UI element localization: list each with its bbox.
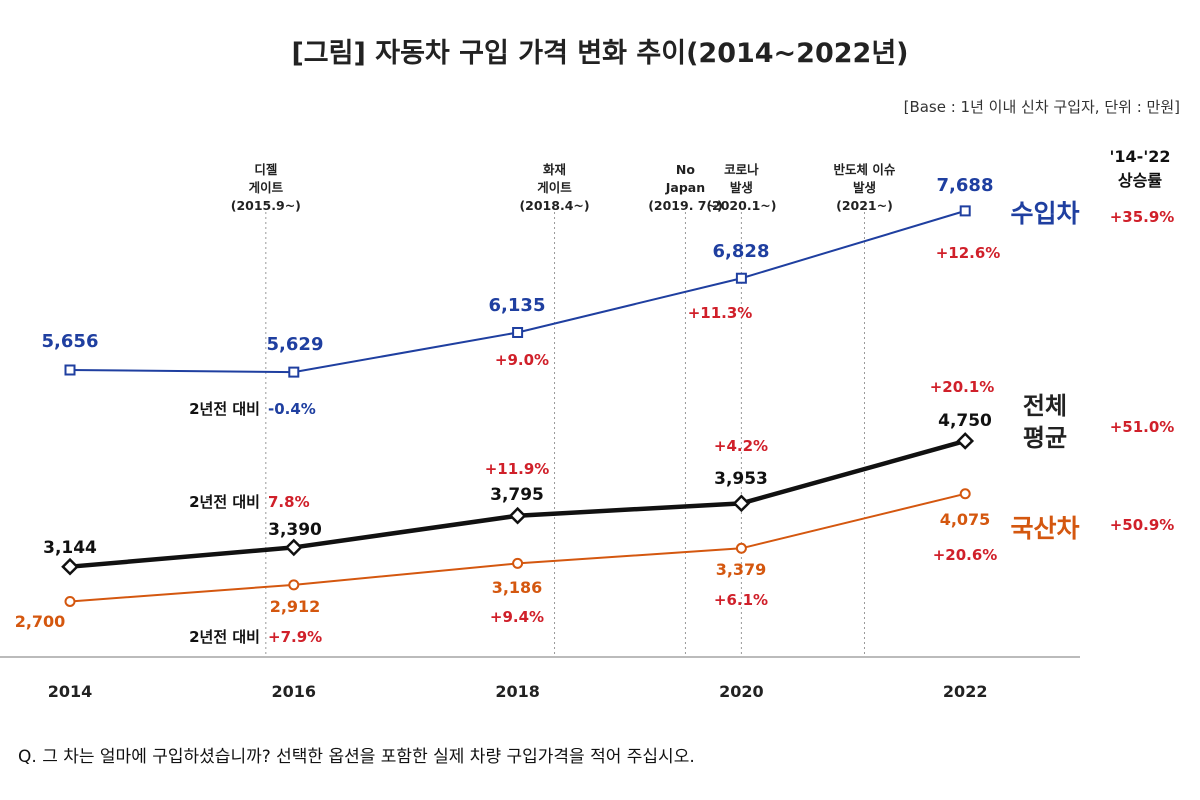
event-label: (2021~) <box>836 198 893 213</box>
x-tick-label: 2016 <box>272 682 317 701</box>
change-label: +9.4% <box>490 608 544 626</box>
event-label: 코로나 <box>724 162 759 177</box>
data-label: 3,379 <box>716 560 767 579</box>
event-label: (2018.4~) <box>519 198 589 213</box>
change-label: +9.0% <box>495 351 549 369</box>
data-point <box>735 542 747 554</box>
data-point <box>284 538 303 557</box>
data-point <box>288 579 300 591</box>
data-label: 3,953 <box>714 469 768 489</box>
event-label: 디젤 <box>254 162 277 177</box>
data-label: 3,186 <box>492 578 543 597</box>
event-label: 발생 <box>853 180 876 195</box>
change-label: 7.8% <box>268 493 310 511</box>
data-point <box>732 494 751 513</box>
total-growth-label: +50.9% <box>1110 516 1175 534</box>
change-label: +6.1% <box>714 591 768 609</box>
data-label: 2,700 <box>15 612 66 631</box>
data-point <box>61 557 79 576</box>
chart-subtitle: [Base : 1년 이내 신차 구입자, 단위 : 만원] <box>904 98 1180 116</box>
footnote: Q. 그 차는 얼마에 구입하셨습니까? 선택한 옵션을 포함한 실제 차량 구… <box>18 747 695 767</box>
x-tick-label: 2022 <box>943 682 988 701</box>
growth-header-1: '14-'22 <box>1110 147 1171 166</box>
data-label: 3,144 <box>43 538 97 558</box>
growth-header-2: 상승률 <box>1118 171 1162 190</box>
series-name-label: 국산차 <box>1010 514 1079 543</box>
data-label: 4,750 <box>938 411 992 431</box>
data-point <box>512 557 524 569</box>
change-label: +20.6% <box>933 546 998 564</box>
event-label: (2020.1~) <box>706 198 776 213</box>
data-point <box>64 364 76 376</box>
data-label: 2,912 <box>270 597 321 616</box>
event-label: 발생 <box>730 180 753 195</box>
change-label: +7.9% <box>268 628 322 646</box>
data-point <box>735 272 747 284</box>
change-label: +4.2% <box>714 437 768 455</box>
series-name-label: 평균 <box>1023 424 1067 452</box>
data-point <box>959 205 971 217</box>
change-label: +20.1% <box>930 378 995 396</box>
data-label: 6,135 <box>489 295 546 316</box>
data-label: 3,390 <box>268 520 322 540</box>
event-label: 게이트 <box>249 180 284 195</box>
x-tick-label: 2014 <box>48 682 93 701</box>
event-label: 게이트 <box>537 180 572 195</box>
data-label: 6,828 <box>713 241 770 262</box>
change-label: +12.6% <box>936 244 1001 262</box>
data-point <box>64 595 76 607</box>
total-growth-label: +35.9% <box>1110 208 1175 226</box>
series-name-label: 수입차 <box>1010 199 1079 228</box>
event-label: (2015.9~) <box>231 198 301 213</box>
data-point <box>288 366 300 378</box>
change-label: -0.4% <box>268 400 316 418</box>
change-prefix: 2년전 대비 <box>189 628 260 646</box>
change-prefix: 2년전 대비 <box>189 400 260 418</box>
event-label: No <box>676 162 695 177</box>
change-label: +11.9% <box>485 460 550 478</box>
series-name-label: 전체 <box>1023 392 1067 420</box>
data-label: 5,629 <box>267 334 324 355</box>
data-point <box>956 432 975 450</box>
data-point <box>959 488 971 500</box>
data-label: 3,795 <box>490 485 544 505</box>
event-label: (2019. 7~) <box>648 198 723 213</box>
series-line <box>69 209 966 374</box>
x-tick-label: 2018 <box>495 682 540 701</box>
event-label: 화재 <box>543 162 566 177</box>
data-label: 5,656 <box>42 331 99 352</box>
data-label: 7,688 <box>937 175 994 196</box>
change-prefix: 2년전 대비 <box>189 493 260 511</box>
chart-title: [그림] 자동차 구입 가격 변화 추이(2014~2022년) <box>291 38 908 69</box>
total-growth-label: +51.0% <box>1110 418 1175 436</box>
data-label: 4,075 <box>940 510 991 529</box>
change-label: +11.3% <box>688 304 753 322</box>
event-label: Japan <box>665 180 705 195</box>
x-tick-label: 2020 <box>719 682 764 701</box>
data-point <box>512 326 524 338</box>
data-point <box>508 506 527 525</box>
event-label: 반도체 이슈 <box>834 162 896 177</box>
